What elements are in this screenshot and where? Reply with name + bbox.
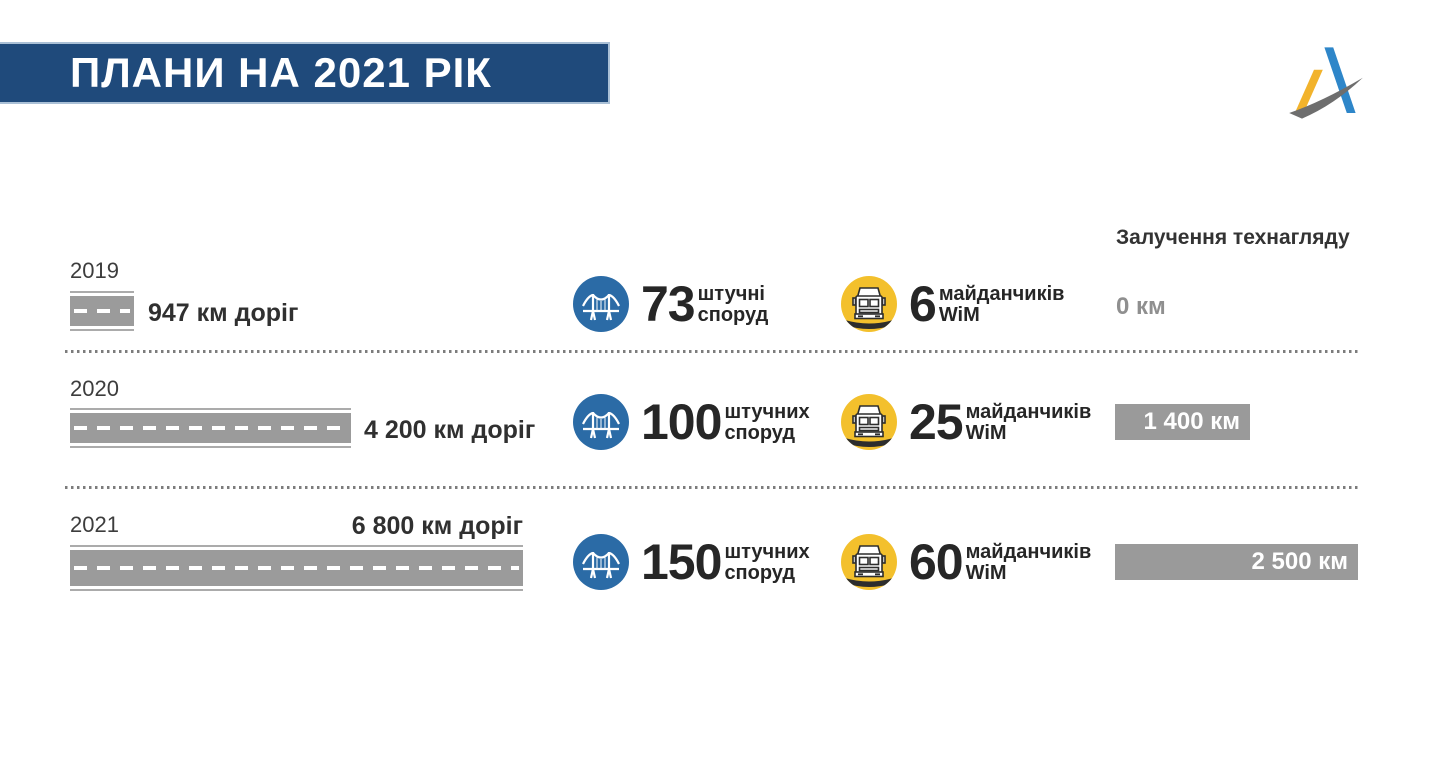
supervision-badge-2020: 1 400 км bbox=[1115, 404, 1250, 440]
wim-caption-line1: майданчиків bbox=[965, 401, 1092, 423]
wim-caption-line1: майданчиків bbox=[965, 541, 1092, 563]
bridges-caption-line2: споруд bbox=[697, 304, 769, 326]
road-km-label-2019: 947 км доріг bbox=[148, 299, 299, 327]
wim-stat-2020: 25 майданчиків WiM bbox=[841, 393, 1091, 451]
wim-caption-line2: WiM bbox=[965, 562, 1007, 584]
bridges-stat-2021: 150 штучних споруд bbox=[573, 533, 810, 591]
road-bar-2020 bbox=[70, 408, 351, 448]
supervision-badge-2021: 2 500 км bbox=[1115, 544, 1358, 580]
bridges-caption: штучних споруд bbox=[724, 402, 809, 444]
year-label-2020: 2020 bbox=[70, 376, 119, 401]
road-km-label-2020: 4 200 км доріг bbox=[364, 416, 536, 444]
wim-caption-line2: WiM bbox=[938, 304, 980, 326]
road-bar-2021 bbox=[70, 545, 523, 591]
year-label-2019: 2019 bbox=[70, 258, 119, 283]
truck-wim-icon bbox=[841, 394, 897, 450]
bridges-caption-line1: штучних bbox=[724, 401, 810, 423]
bridges-count: 150 bbox=[641, 534, 722, 590]
bridges-caption-line2: споруд bbox=[724, 422, 796, 444]
row-separator bbox=[65, 486, 1359, 489]
bridges-caption: штучних споруд bbox=[724, 542, 809, 584]
wim-count: 6 bbox=[909, 276, 937, 332]
row-separator bbox=[65, 350, 1359, 353]
wim-count: 25 bbox=[909, 394, 964, 450]
bridges-count: 73 bbox=[641, 276, 696, 332]
truck-wim-icon bbox=[841, 534, 897, 590]
wim-caption-line2: WiM bbox=[965, 422, 1007, 444]
bridge-icon bbox=[573, 534, 629, 590]
bridge-icon bbox=[573, 276, 629, 332]
road-bar-2019 bbox=[70, 291, 134, 331]
title-banner: ПЛАНИ НА 2021 РІК bbox=[0, 42, 610, 104]
bridge-icon bbox=[573, 394, 629, 450]
page-title: ПЛАНИ НА 2021 РІК bbox=[70, 49, 492, 96]
bridges-caption-line1: штучні bbox=[697, 283, 765, 305]
year-label-2021: 2021 bbox=[70, 512, 119, 537]
wim-caption: майданчиків WiM bbox=[966, 542, 1092, 584]
bridges-stat-2020: 100 штучних споруд bbox=[573, 393, 810, 451]
bridges-stat-2019: 73 штучні споруд bbox=[573, 275, 768, 333]
wim-caption-line1: майданчиків bbox=[938, 283, 1065, 305]
wim-stat-2019: 6 майданчиків WiM bbox=[841, 275, 1064, 333]
wim-stat-2021: 60 майданчиків WiM bbox=[841, 533, 1091, 591]
bridges-count: 100 bbox=[641, 394, 722, 450]
wim-caption: майданчиків WiM bbox=[966, 402, 1092, 444]
bridges-caption-line2: споруд bbox=[724, 562, 796, 584]
ukravtodor-logo-icon bbox=[1286, 40, 1366, 122]
wim-count: 60 bbox=[909, 534, 964, 590]
bridges-caption: штучні споруд bbox=[698, 284, 769, 326]
road-km-label-2021: 6 800 км доріг bbox=[351, 512, 523, 540]
truck-wim-icon bbox=[841, 276, 897, 332]
bridges-caption-line1: штучних bbox=[724, 541, 810, 563]
supervision-column-header: Залучення технагляду bbox=[1116, 226, 1350, 249]
supervision-value-2019: 0 км bbox=[1116, 293, 1166, 320]
wim-caption: майданчиків WiM bbox=[939, 284, 1065, 326]
